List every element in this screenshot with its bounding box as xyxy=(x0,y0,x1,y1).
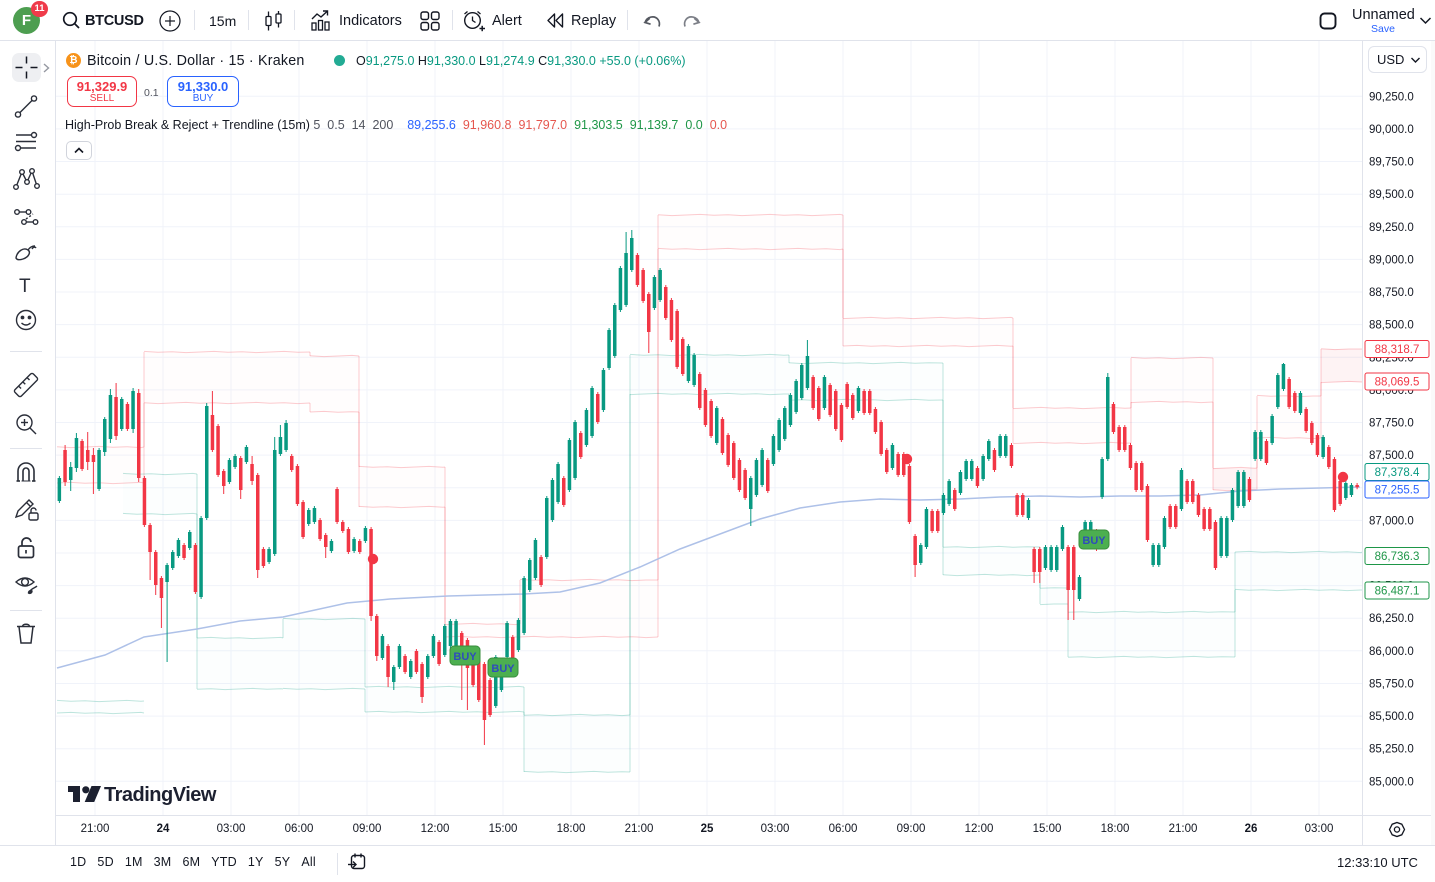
svg-text:26: 26 xyxy=(1245,823,1258,835)
svg-text:86,250.0: 86,250.0 xyxy=(1369,613,1414,625)
svg-text:BUY: BUY xyxy=(1082,535,1106,547)
svg-text:85,750.0: 85,750.0 xyxy=(1369,679,1414,691)
svg-text:85,250.0: 85,250.0 xyxy=(1369,744,1414,756)
svg-text:86,487.1: 86,487.1 xyxy=(1375,586,1420,598)
svg-text:03:00: 03:00 xyxy=(761,823,790,835)
svg-text:87,500.0: 87,500.0 xyxy=(1369,450,1414,462)
svg-text:88,318.7: 88,318.7 xyxy=(1375,344,1420,356)
svg-text:87,255.5: 87,255.5 xyxy=(1375,485,1420,497)
svg-text:89,250.0: 89,250.0 xyxy=(1369,222,1414,234)
svg-text:87,750.0: 87,750.0 xyxy=(1369,418,1414,430)
svg-text:18:00: 18:00 xyxy=(557,823,586,835)
svg-text:25: 25 xyxy=(701,823,714,835)
svg-text:15:00: 15:00 xyxy=(489,823,518,835)
svg-text:TradingView: TradingView xyxy=(104,784,217,806)
svg-text:87,000.0: 87,000.0 xyxy=(1369,515,1414,527)
svg-text:89,000.0: 89,000.0 xyxy=(1369,254,1414,266)
svg-text:06:00: 06:00 xyxy=(829,823,858,835)
svg-text:09:00: 09:00 xyxy=(353,823,382,835)
svg-text:21:00: 21:00 xyxy=(625,823,654,835)
svg-text:85,500.0: 85,500.0 xyxy=(1369,711,1414,723)
svg-text:03:00: 03:00 xyxy=(1305,823,1334,835)
svg-text:21:00: 21:00 xyxy=(81,823,110,835)
svg-text:21:00: 21:00 xyxy=(1169,823,1198,835)
svg-text:09:00: 09:00 xyxy=(897,823,926,835)
svg-text:12:00: 12:00 xyxy=(965,823,994,835)
svg-text:89,500.0: 89,500.0 xyxy=(1369,189,1414,201)
svg-text:BUY: BUY xyxy=(453,651,477,663)
svg-text:90,250.0: 90,250.0 xyxy=(1369,91,1414,103)
svg-text:86,736.3: 86,736.3 xyxy=(1375,551,1420,563)
svg-text:89,750.0: 89,750.0 xyxy=(1369,157,1414,169)
svg-text:24: 24 xyxy=(157,823,170,835)
svg-text:90,000.0: 90,000.0 xyxy=(1369,124,1414,136)
svg-text:85,000.0: 85,000.0 xyxy=(1369,776,1414,788)
svg-text:12:00: 12:00 xyxy=(421,823,450,835)
svg-text:18:00: 18:00 xyxy=(1101,823,1130,835)
svg-text:06:00: 06:00 xyxy=(285,823,314,835)
svg-text:03:00: 03:00 xyxy=(217,823,246,835)
svg-text:88,069.5: 88,069.5 xyxy=(1375,377,1420,389)
svg-text:88,500.0: 88,500.0 xyxy=(1369,320,1414,332)
svg-text:15:00: 15:00 xyxy=(1033,823,1062,835)
svg-text:87,378.4: 87,378.4 xyxy=(1375,467,1420,479)
svg-text:BUY: BUY xyxy=(491,663,515,675)
svg-text:86,000.0: 86,000.0 xyxy=(1369,646,1414,658)
svg-text:88,750.0: 88,750.0 xyxy=(1369,287,1414,299)
